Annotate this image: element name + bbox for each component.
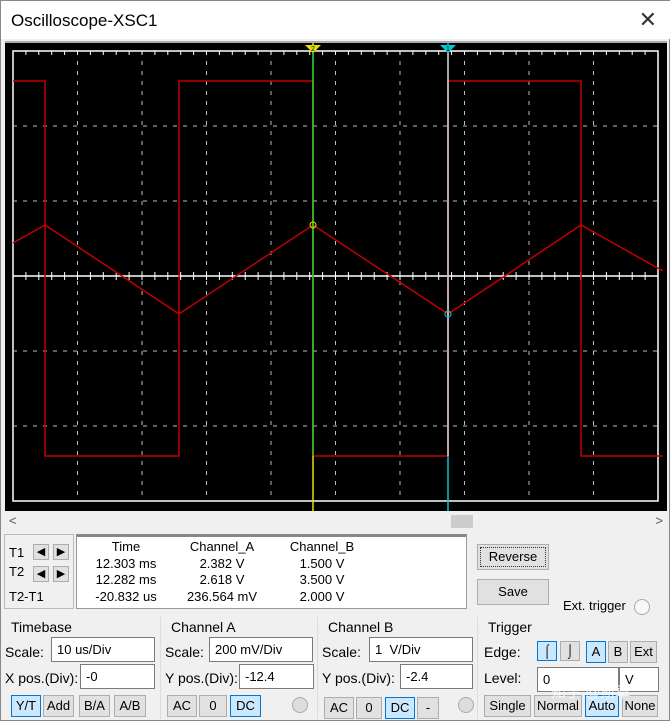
timebase-scale-input[interactable]	[51, 637, 155, 662]
channel-a-ac-button[interactable]: AC	[167, 695, 197, 717]
t1-label: T1	[9, 545, 25, 560]
cursor-1-intersection	[444, 310, 452, 318]
channel-b-ac-button[interactable]: AC	[324, 697, 354, 719]
channel-a-zero-button[interactable]: 0	[199, 695, 227, 717]
trigger-normal-button[interactable]: Normal	[534, 695, 582, 717]
mode-ba-button[interactable]: B/A	[79, 695, 110, 717]
header-channel-a: Channel_A	[189, 539, 255, 554]
channel-b-color-radio[interactable]	[458, 697, 474, 713]
scale-label: Scale:	[5, 644, 44, 660]
time-column: Time 12.303 ms 12.282 ms -20.832 us	[81, 539, 171, 605]
timebase-title: Timebase	[11, 619, 72, 635]
scale-label: Scale:	[165, 644, 204, 660]
trigger-source-ext-button[interactable]: Ext	[630, 641, 657, 663]
cursor-controls: T1 T2 T2-T1 ◀ ▶ ◀ ▶	[4, 534, 74, 609]
header-channel-b: Channel_B	[289, 539, 355, 554]
falling-edge-icon[interactable]: ⌡	[560, 641, 580, 661]
cell: 3.500 V	[299, 572, 345, 587]
cell: 2.382 V	[199, 555, 245, 571]
trigger-level-unit[interactable]	[619, 667, 659, 692]
channel-b-title: Channel B	[328, 619, 394, 635]
t1-left-arrow-icon[interactable]: ◀	[33, 544, 49, 560]
channel-b-dc-button[interactable]: DC	[385, 697, 415, 719]
title-bar: Oscilloscope-XSC1 ✕	[1, 1, 670, 39]
scale-label: Scale:	[322, 644, 361, 660]
channel-a-column: Channel_A 2.382 V 2.618 V 236.564 mV	[177, 539, 267, 605]
measurement-table: Time 12.303 ms 12.282 ms -20.832 us Chan…	[76, 534, 467, 609]
scroll-thumb[interactable]	[451, 515, 473, 528]
ypos-label: Y pos.(Div):	[165, 670, 238, 686]
channel-a-group: Channel A Scale: Y pos.(Div): AC 0 DC	[161, 617, 318, 719]
level-label: Level:	[484, 670, 522, 686]
mode-yt-button[interactable]: Y/T	[11, 695, 41, 717]
trigger-group: Trigger Edge: ⌠ ⌡ A B Ext Level: Single …	[478, 617, 670, 719]
cursor-1-marker-icon	[440, 45, 456, 53]
channel-a-scale-input[interactable]	[209, 637, 313, 662]
channel-a-ypos-input[interactable]	[239, 664, 314, 689]
channel-b-zero-button[interactable]: 0	[356, 697, 382, 719]
timebase-group: Timebase Scale: X pos.(Div): Y/T Add B/A…	[1, 617, 161, 719]
trigger-single-button[interactable]: Single	[484, 695, 531, 717]
channel-a-color-radio[interactable]	[292, 697, 308, 713]
cell: -20.832 us	[95, 588, 157, 604]
scroll-right-icon[interactable]: >	[655, 513, 663, 528]
cursor-2-marker-icon	[305, 45, 321, 53]
ext-trigger-radio[interactable]	[634, 599, 650, 615]
channel-a-dc-button[interactable]: DC	[230, 695, 261, 717]
xpos-label: X pos.(Div):	[5, 670, 79, 686]
trigger-level-input[interactable]	[537, 667, 619, 692]
horizontal-scrollbar[interactable]: < >	[5, 513, 667, 530]
edge-label: Edge:	[484, 644, 521, 660]
close-icon[interactable]: ✕	[638, 7, 657, 32]
cursor-2-intersection	[309, 221, 317, 229]
rising-edge-icon[interactable]: ⌠	[537, 641, 557, 661]
cursor-1-label: 1	[446, 46, 450, 53]
cursor-2-label: 2	[311, 46, 315, 53]
channel-b-invert-button[interactable]: -	[417, 697, 439, 719]
mode-add-button[interactable]: Add	[43, 695, 74, 717]
xpos-input[interactable]	[80, 664, 155, 689]
channel-b-ypos-input[interactable]	[400, 664, 473, 689]
cell: 236.564 mV	[186, 588, 258, 604]
t2-label: T2	[9, 564, 25, 579]
ext-trigger-label: Ext. trigger	[563, 598, 626, 613]
trigger-source-b-button[interactable]: B	[608, 641, 628, 663]
trigger-source-a-button[interactable]: A	[586, 641, 606, 663]
t2-left-arrow-icon[interactable]: ◀	[33, 566, 49, 582]
cell: 12.303 ms	[95, 555, 157, 571]
scroll-left-icon[interactable]: <	[9, 513, 17, 528]
t2-t1-label: T2-T1	[9, 589, 44, 604]
cell: 2.618 V	[199, 572, 245, 587]
trigger-none-button[interactable]: None	[622, 695, 658, 717]
triangle-wave-trace	[12, 224, 664, 315]
cell: 1.500 V	[299, 555, 345, 571]
watermark: 知乎 @斯草	[551, 684, 631, 701]
channel-a-title: Channel A	[171, 619, 236, 635]
save-button[interactable]: Save	[477, 579, 549, 605]
cell: 12.282 ms	[95, 572, 157, 587]
window-title: Oscilloscope-XSC1	[11, 11, 158, 30]
mode-ab-button[interactable]: A/B	[114, 695, 146, 717]
trigger-title: Trigger	[488, 619, 532, 635]
t1-right-arrow-icon[interactable]: ▶	[53, 544, 69, 560]
channel-b-column: Channel_B 1.500 V 3.500 V 2.000 V	[277, 539, 367, 605]
channel-b-group: Channel B Scale: Y pos.(Div): AC 0 DC -	[318, 617, 478, 719]
header-time: Time	[111, 539, 141, 554]
reverse-button[interactable]: Reverse	[477, 544, 549, 570]
cell: 2.000 V	[299, 588, 345, 604]
t2-right-arrow-icon[interactable]: ▶	[53, 566, 69, 582]
channel-b-scale-input[interactable]	[369, 637, 473, 662]
ypos-label: Y pos.(Div):	[322, 670, 395, 686]
trigger-auto-button[interactable]: Auto	[585, 695, 619, 717]
